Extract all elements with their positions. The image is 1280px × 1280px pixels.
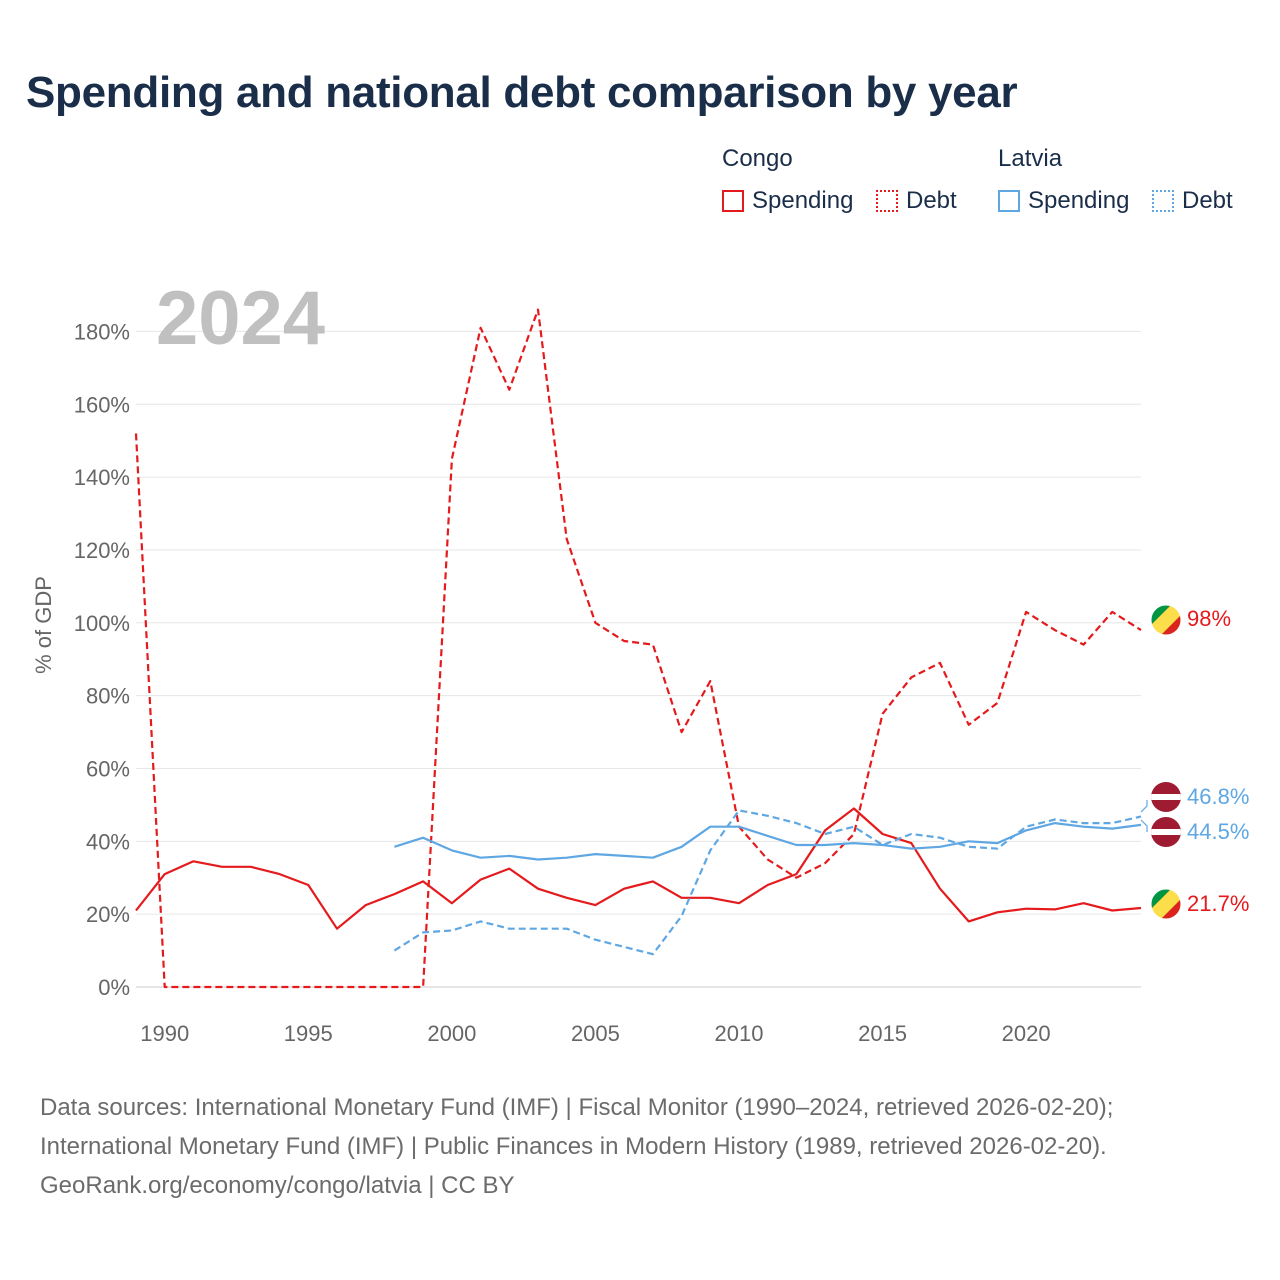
end-value-label: 98% (1187, 606, 1231, 631)
legend-latvia-debt[interactable]: Debt (1152, 186, 1233, 216)
legend-label: Debt (1182, 187, 1233, 214)
legend-group-congo: Congo (722, 145, 793, 172)
line-chart: 2024 % of GDP 0% 20% 40% 60% 80% 100% 120% 140%… (31, 276, 1249, 1046)
legend-label: Spending (1028, 187, 1130, 214)
y-tick-label: 140% (74, 465, 130, 490)
series-line-latvia-debt (393, 809, 1142, 956)
latvia-flag-icon (1151, 817, 1181, 847)
y-tick-label: 60% (86, 756, 130, 781)
legend-swatch-dotted-icon (876, 190, 898, 212)
y-tick-label: 160% (74, 392, 130, 417)
footer-sources: Data sources: International Monetary Fun… (40, 1088, 1113, 1205)
footer-line: GeoRank.org/economy/congo/latvia | CC BY (40, 1172, 515, 1199)
y-tick-label: 40% (86, 829, 130, 854)
end-value-label: 46.8% (1187, 784, 1249, 809)
end-value-label: 44.5% (1187, 819, 1249, 844)
latvia-flag-icon (1151, 782, 1181, 812)
legend-swatch-solid-icon (998, 190, 1020, 212)
legend-label: Debt (906, 187, 957, 214)
label-connector (1140, 819, 1148, 832)
x-tick-label: 2005 (571, 1021, 620, 1046)
legend-swatch-dotted-icon (1152, 190, 1174, 212)
series-line-congo-debt (134, 308, 1142, 989)
congo-flag-icon (1150, 604, 1182, 636)
series-line-latvia-spending (394, 821, 1142, 861)
label-connector (1140, 800, 1148, 813)
y-tick-label: 100% (74, 611, 130, 636)
footer-line: Data sources: International Monetary Fun… (40, 1094, 1114, 1121)
congo-flag-icon (1150, 888, 1182, 920)
y-tick-label: 20% (86, 902, 130, 927)
x-tick-label: 2015 (858, 1021, 907, 1046)
legend-label: Spending (752, 187, 854, 214)
y-tick-label: 180% (74, 319, 130, 344)
x-tick-label: 2010 (715, 1021, 764, 1046)
series-line-congo-spending (135, 807, 1142, 930)
x-tick-label: 2000 (427, 1021, 476, 1046)
legend-congo-debt[interactable]: Debt (876, 186, 957, 216)
footer-line: International Monetary Fund (IMF) | Publ… (40, 1133, 1107, 1160)
legend-group-latvia: Latvia (998, 145, 1063, 172)
x-tick-label: 1995 (284, 1021, 333, 1046)
legend-congo-spending[interactable]: Spending (722, 186, 853, 216)
chart-title: Spending and national debt comparison by… (26, 68, 1018, 117)
x-tick-label: 1990 (140, 1021, 189, 1046)
y-tick-label: 80% (86, 684, 130, 709)
year-watermark: 2024 (156, 276, 325, 361)
legend-latvia-spending[interactable]: Spending (998, 186, 1129, 216)
y-axis-label: % of GDP (31, 576, 56, 674)
end-value-label: 21.7% (1187, 891, 1249, 916)
x-tick-label: 2020 (1002, 1021, 1051, 1046)
y-tick-label: 0% (98, 975, 130, 1000)
y-tick-label: 120% (74, 538, 130, 563)
legend-swatch-solid-icon (722, 190, 744, 212)
